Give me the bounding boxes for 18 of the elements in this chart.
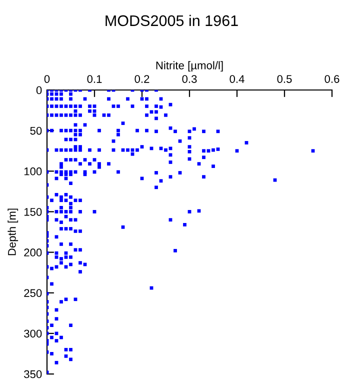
x-tick-label: 0 bbox=[44, 75, 50, 83]
y-axis-title: Depth [m] bbox=[8, 208, 18, 256]
x-tick-label: 0.6 bbox=[324, 75, 340, 83]
x-tick-label: 0.4 bbox=[230, 75, 244, 83]
x-tick-label: 0.1 bbox=[87, 75, 102, 83]
x-axis-title: Nitrite [µmol/l] bbox=[156, 61, 223, 72]
x-tick-label: 0.2 bbox=[134, 75, 150, 83]
y-tick-label: 0 bbox=[36, 86, 42, 94]
y-tick-label: 100 bbox=[24, 167, 42, 176]
y-tick-label: 250 bbox=[24, 289, 42, 297]
y-tick-label: 150 bbox=[24, 208, 42, 216]
chart-title: MODS2005 in 1961 bbox=[106, 14, 238, 26]
x-tick-label: 0.5 bbox=[277, 75, 292, 83]
y-tick-label: 350 bbox=[24, 370, 42, 378]
y-tick-label: 200 bbox=[24, 248, 42, 256]
y-tick-label: 50 bbox=[30, 126, 42, 135]
x-tick-label: 0.3 bbox=[182, 75, 197, 83]
y-tick-label: 300 bbox=[24, 330, 42, 338]
